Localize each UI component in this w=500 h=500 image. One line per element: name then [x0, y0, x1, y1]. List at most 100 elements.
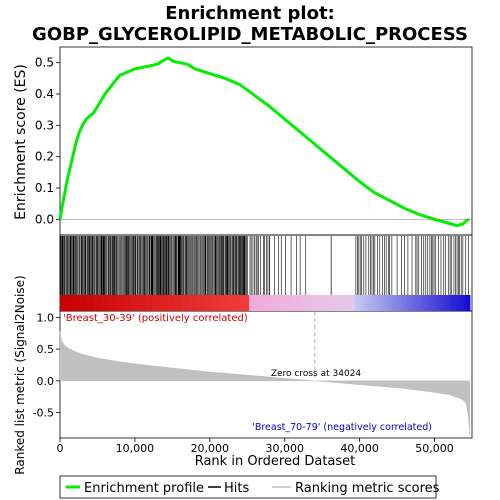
- heat-segment: [372, 295, 375, 311]
- heat-segment: [284, 295, 287, 311]
- heat-segment: [183, 295, 186, 311]
- heat-segment: [410, 295, 413, 311]
- heat-segment: [385, 295, 389, 311]
- heat-segment: [282, 295, 286, 311]
- heat-segment: [221, 295, 224, 311]
- enrichment-profile-line: [58, 56, 470, 228]
- heat-segment: [237, 295, 241, 311]
- heat-segment: [125, 295, 128, 311]
- heat-segment: [142, 295, 145, 311]
- heat-segment: [303, 295, 306, 311]
- heat-segment: [290, 295, 293, 311]
- legend-box: [59, 475, 437, 499]
- heat-segment: [453, 295, 456, 311]
- heat-segment: [228, 295, 231, 311]
- heat-segment: [74, 295, 78, 311]
- ranking-y-axis-label: Ranked list metric (Signal2Noise): [13, 275, 27, 474]
- heat-segment: [438, 295, 441, 311]
- heat-segment: [198, 295, 201, 311]
- es-y-ticks: 0.0 0.1 0.2 0.3 0.4 0.5: [35, 56, 60, 226]
- heat-segment: [60, 295, 63, 311]
- hits-layer: [59, 236, 469, 295]
- heat-segment: [436, 295, 439, 311]
- ranking-y-tick-label: 1.0: [37, 311, 55, 324]
- heat-segment: [288, 295, 291, 311]
- x-axis-label: Rank in Ordered Dataset: [195, 454, 356, 469]
- heat-strip: [60, 295, 471, 311]
- es-y-tick-label: 0.2: [35, 150, 54, 164]
- heat-segment: [140, 295, 143, 311]
- heat-segment: [267, 295, 271, 311]
- heat-segment: [78, 295, 81, 311]
- heat-segment: [398, 295, 402, 311]
- heat-segment: [252, 295, 256, 311]
- heat-segment: [367, 295, 370, 311]
- heat-segment: [108, 295, 111, 311]
- heat-segment: [335, 295, 338, 311]
- heat-segment: [455, 295, 458, 311]
- heat-segment: [269, 295, 272, 311]
- heat-segment: [421, 295, 424, 311]
- heat-segment: [224, 295, 227, 311]
- heat-segment: [256, 295, 259, 311]
- heat-segment: [217, 295, 220, 311]
- heat-segment: [432, 295, 435, 311]
- ranking-y-ticks: -0.5 0.0 0.5 1.0: [33, 311, 60, 420]
- heat-segment: [404, 295, 407, 311]
- heat-segment: [389, 295, 392, 311]
- heat-segment: [391, 295, 394, 311]
- heat-segment: [346, 295, 349, 311]
- heat-segment: [71, 295, 74, 311]
- heat-segment: [425, 295, 428, 311]
- heat-segment: [215, 295, 218, 311]
- heat-segment: [230, 295, 233, 311]
- heat-segment: [101, 295, 104, 311]
- heat-segment: [123, 295, 126, 311]
- heat-segment: [89, 295, 93, 311]
- heat-segment: [241, 295, 244, 311]
- heat-segment: [84, 295, 87, 311]
- heat-segment: [329, 295, 332, 311]
- x-tick-label: 50,000: [415, 442, 454, 455]
- heat-segment: [325, 295, 329, 311]
- x-tick-label: 0: [57, 442, 64, 455]
- heat-segment: [299, 295, 302, 311]
- heat-segment: [106, 295, 109, 311]
- heat-segment: [179, 295, 183, 311]
- es-y-tick-label: 0.3: [35, 118, 54, 132]
- x-tick-label: 40,000: [340, 442, 379, 455]
- heat-segment: [146, 295, 149, 311]
- es-y-tick-label: 0.4: [35, 87, 54, 101]
- heat-segment: [262, 295, 265, 311]
- heat-segment: [434, 295, 437, 311]
- heat-segment: [354, 295, 357, 311]
- heat-segment: [118, 295, 121, 311]
- x-tick-label: 30,000: [265, 442, 304, 455]
- heat-segment: [133, 295, 136, 311]
- heat-segment: [297, 295, 301, 311]
- heat-segment: [144, 295, 147, 311]
- heat-segment: [134, 295, 138, 311]
- title-line-1: Enrichment plot:: [165, 3, 335, 24]
- heat-segment: [166, 295, 169, 311]
- heat-segment: [219, 295, 222, 311]
- heat-segment: [419, 295, 422, 311]
- heat-segment: [342, 295, 345, 311]
- heat-segment: [97, 295, 100, 311]
- heat-segment: [149, 295, 153, 311]
- heat-segment: [402, 295, 405, 311]
- zero-cross-label: Zero cross at 34024: [271, 369, 362, 379]
- heat-segment: [273, 295, 276, 311]
- heat-segment: [462, 295, 465, 311]
- heat-segment: [415, 295, 418, 311]
- heat-segment: [136, 295, 139, 311]
- heat-segment: [191, 295, 194, 311]
- heat-segment: [63, 295, 66, 311]
- legend-enrichment-label: Enrichment profile: [84, 481, 204, 496]
- heat-segment: [466, 295, 469, 311]
- heat-segment: [310, 295, 314, 311]
- heat-segment: [406, 295, 409, 311]
- heat-segment: [376, 295, 379, 311]
- heat-segment: [305, 295, 308, 311]
- heat-segment: [355, 295, 359, 311]
